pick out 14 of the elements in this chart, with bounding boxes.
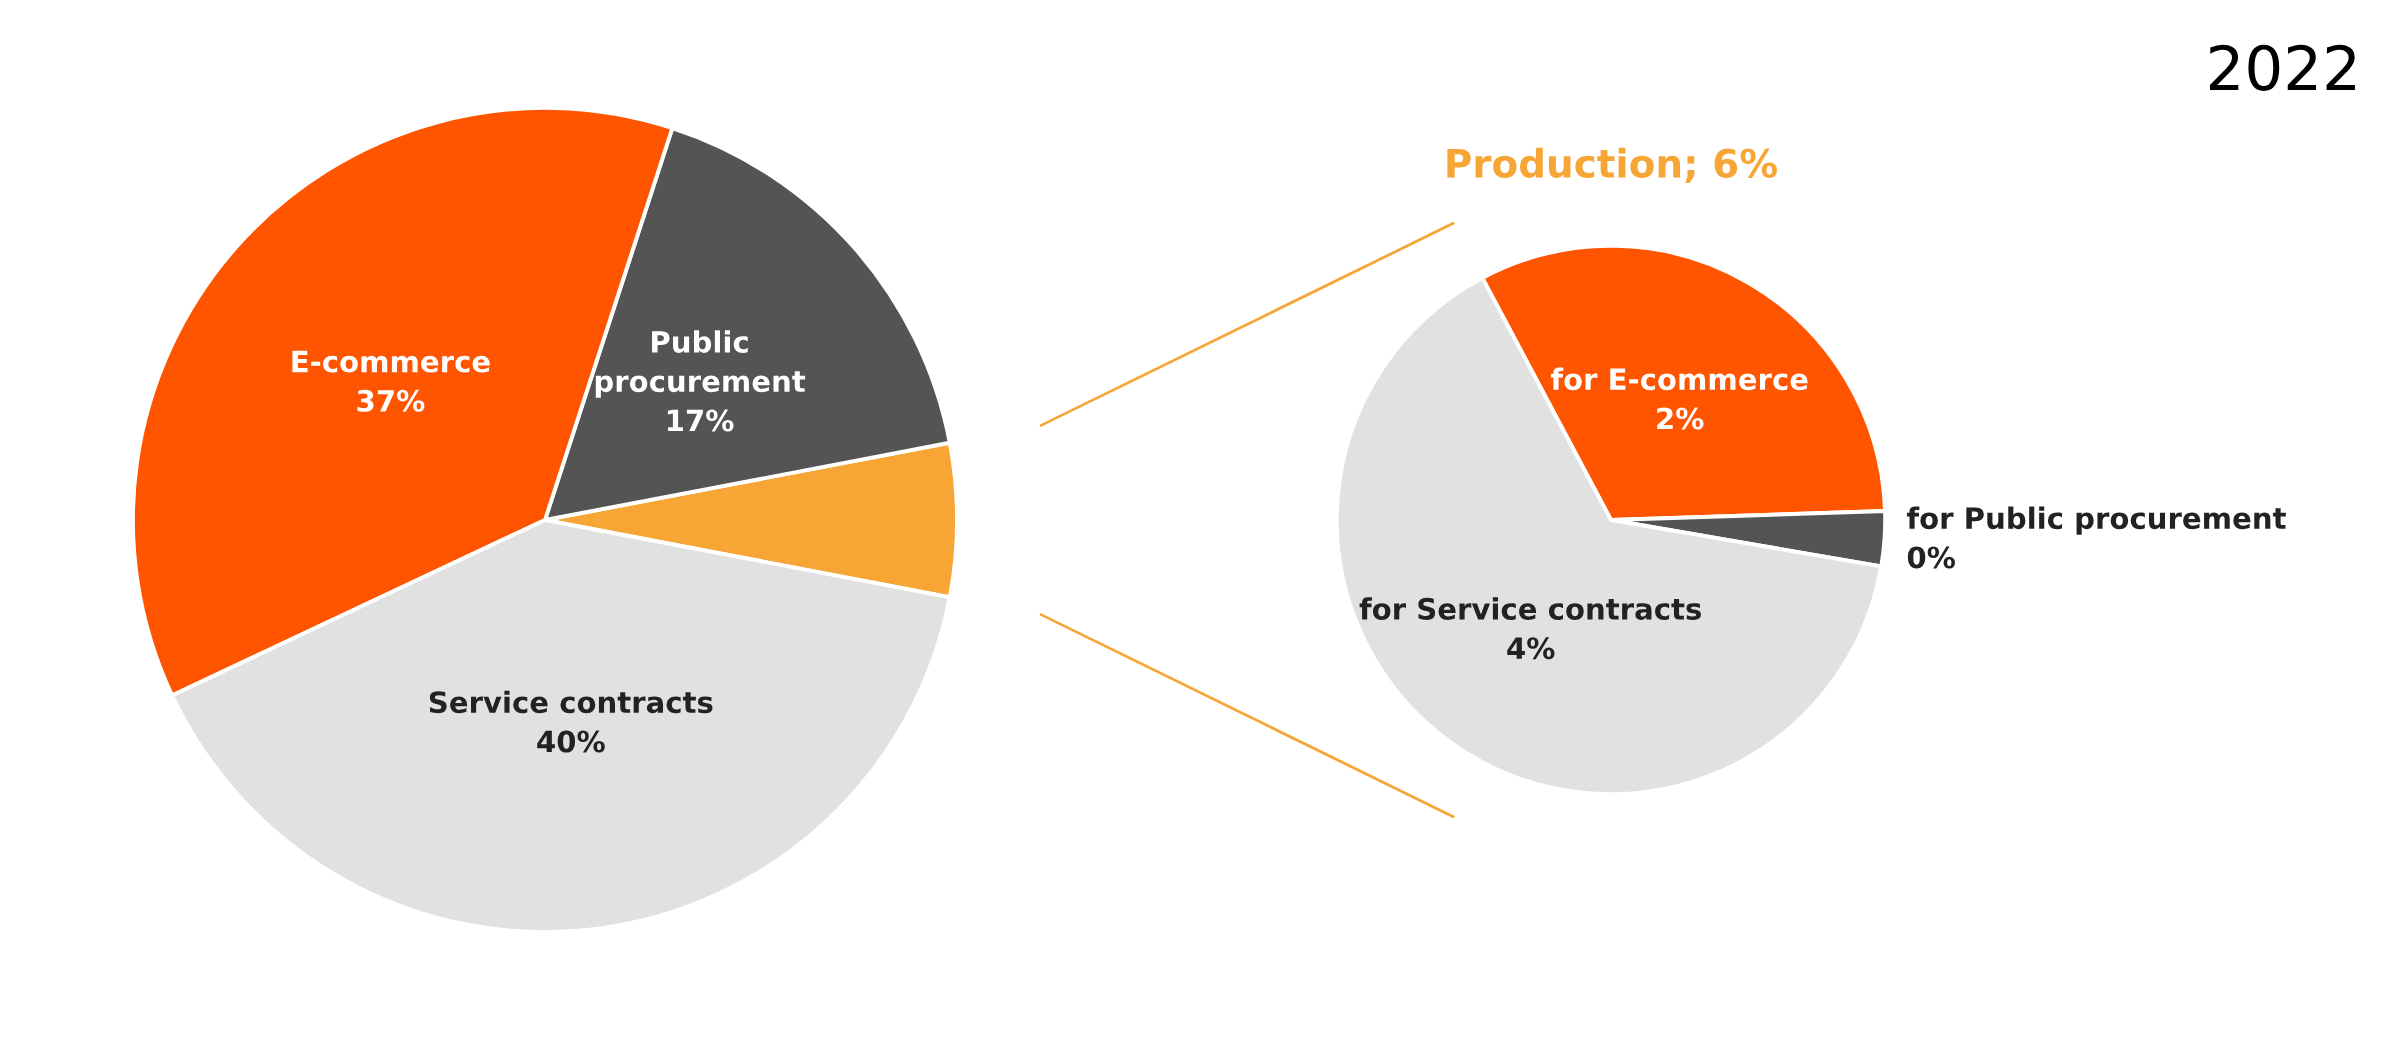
data-label: 17% (667, 409, 734, 432)
text: 2022 (2210, 44, 2355, 91)
chart-title: Production; 6% (1447, 147, 1777, 183)
data-label: 4% (1507, 637, 1555, 660)
data-label: 37% (357, 389, 425, 412)
slice-label: E-commerce (292, 350, 490, 373)
data-label: 2% (1657, 407, 1704, 430)
data-label: 0% (1907, 546, 1955, 569)
slice-label: for E-commerce (1550, 367, 1808, 391)
slice-label: Public procurement (595, 330, 806, 398)
slice-label: for Service contracts (1359, 597, 1701, 620)
data-label: 40% (537, 730, 605, 753)
slice-label: Service contracts (429, 690, 713, 714)
slice-label: for Public procurement (1906, 506, 2286, 535)
